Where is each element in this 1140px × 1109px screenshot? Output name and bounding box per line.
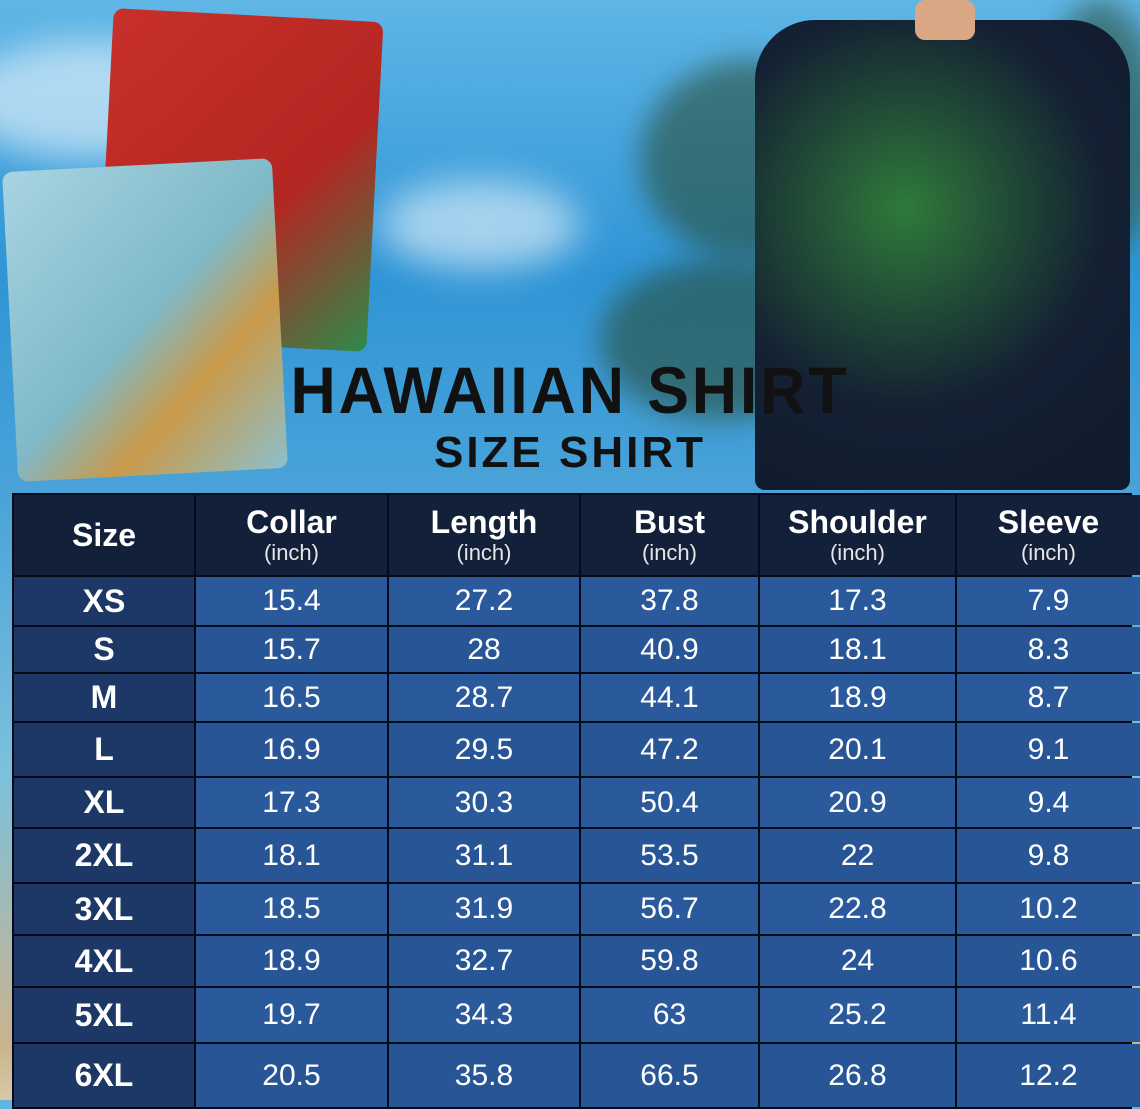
value-cell: 20.1 xyxy=(760,723,955,776)
value-cell: 18.1 xyxy=(760,627,955,672)
size-cell: 3XL xyxy=(14,884,194,934)
value-cell: 27.2 xyxy=(389,577,579,625)
value-cell: 9.4 xyxy=(957,778,1140,827)
header-label: Shoulder xyxy=(788,504,927,540)
size-table: Size Collar (inch) Length (inch) Bust (inch) Sh… xyxy=(12,493,1140,1109)
value-cell: 25.2 xyxy=(760,988,955,1042)
value-cell: 8.3 xyxy=(957,627,1140,672)
value-cell: 31.1 xyxy=(389,829,579,882)
size-cell: M xyxy=(14,674,194,721)
size-cell: 4XL xyxy=(14,936,194,986)
value-cell: 31.9 xyxy=(389,884,579,934)
value-cell: 9.8 xyxy=(957,829,1140,882)
value-cell: 15.4 xyxy=(196,577,387,625)
value-cell: 63 xyxy=(581,988,758,1042)
value-cell: 11.4 xyxy=(957,988,1140,1042)
value-cell: 26.8 xyxy=(760,1044,955,1107)
cloud xyxy=(380,180,580,270)
value-cell: 28.7 xyxy=(389,674,579,721)
header-collar: Collar (inch) xyxy=(196,495,387,575)
value-cell: 17.3 xyxy=(760,577,955,625)
value-cell: 8.7 xyxy=(957,674,1140,721)
value-cell: 20.5 xyxy=(196,1044,387,1107)
value-cell: 7.9 xyxy=(957,577,1140,625)
value-cell: 50.4 xyxy=(581,778,758,827)
value-cell: 22.8 xyxy=(760,884,955,934)
header-label: Size xyxy=(71,517,137,553)
value-cell: 22 xyxy=(760,829,955,882)
header-label: Collar xyxy=(246,504,337,540)
header-shoulder: Shoulder (inch) xyxy=(760,495,955,575)
value-cell: 30.3 xyxy=(389,778,579,827)
value-cell: 53.5 xyxy=(581,829,758,882)
face-skin xyxy=(915,0,975,40)
header-label: Bust xyxy=(633,504,706,540)
header-label: Length xyxy=(430,504,538,540)
header-unit: (inch) xyxy=(1020,540,1076,565)
size-cell: L xyxy=(14,723,194,776)
header-bust: Bust (inch) xyxy=(581,495,758,575)
value-cell: 19.7 xyxy=(196,988,387,1042)
title: HAWAIIAN SHIRT xyxy=(290,353,850,427)
header-length: Length (inch) xyxy=(389,495,579,575)
header-label: Sleeve xyxy=(997,504,1100,540)
value-cell: 28 xyxy=(389,627,579,672)
value-cell: 16.9 xyxy=(196,723,387,776)
value-cell: 44.1 xyxy=(581,674,758,721)
value-cell: 47.2 xyxy=(581,723,758,776)
size-cell: XS xyxy=(14,577,194,625)
value-cell: 32.7 xyxy=(389,936,579,986)
value-cell: 40.9 xyxy=(581,627,758,672)
value-cell: 16.5 xyxy=(196,674,387,721)
value-cell: 12.2 xyxy=(957,1044,1140,1107)
value-cell: 35.8 xyxy=(389,1044,579,1107)
value-cell: 18.9 xyxy=(196,936,387,986)
value-cell: 10.6 xyxy=(957,936,1140,986)
size-cell: 5XL xyxy=(14,988,194,1042)
man-wearing-flamingo-shirt-image xyxy=(755,20,1130,490)
header-size: Size xyxy=(14,495,194,575)
value-cell: 15.7 xyxy=(196,627,387,672)
value-cell: 17.3 xyxy=(196,778,387,827)
value-cell: 56.7 xyxy=(581,884,758,934)
size-cell: S xyxy=(14,627,194,672)
value-cell: 20.9 xyxy=(760,778,955,827)
value-cell: 66.5 xyxy=(581,1044,758,1107)
value-cell: 29.5 xyxy=(389,723,579,776)
header-unit: (inch) xyxy=(829,540,885,565)
size-cell: XL xyxy=(14,778,194,827)
value-cell: 37.8 xyxy=(581,577,758,625)
size-cell: 6XL xyxy=(14,1044,194,1107)
subtitle: SIZE SHIRT xyxy=(433,428,707,477)
header-unit: (inch) xyxy=(456,540,512,565)
header-unit: (inch) xyxy=(641,540,697,565)
value-cell: 18.9 xyxy=(760,674,955,721)
value-cell: 10.2 xyxy=(957,884,1140,934)
header-unit: (inch) xyxy=(263,540,319,565)
header-sleeve: Sleeve (inch) xyxy=(957,495,1140,575)
value-cell: 24 xyxy=(760,936,955,986)
value-cell: 34.3 xyxy=(389,988,579,1042)
size-cell: 2XL xyxy=(14,829,194,882)
value-cell: 18.5 xyxy=(196,884,387,934)
value-cell: 18.1 xyxy=(196,829,387,882)
value-cell: 9.1 xyxy=(957,723,1140,776)
value-cell: 59.8 xyxy=(581,936,758,986)
